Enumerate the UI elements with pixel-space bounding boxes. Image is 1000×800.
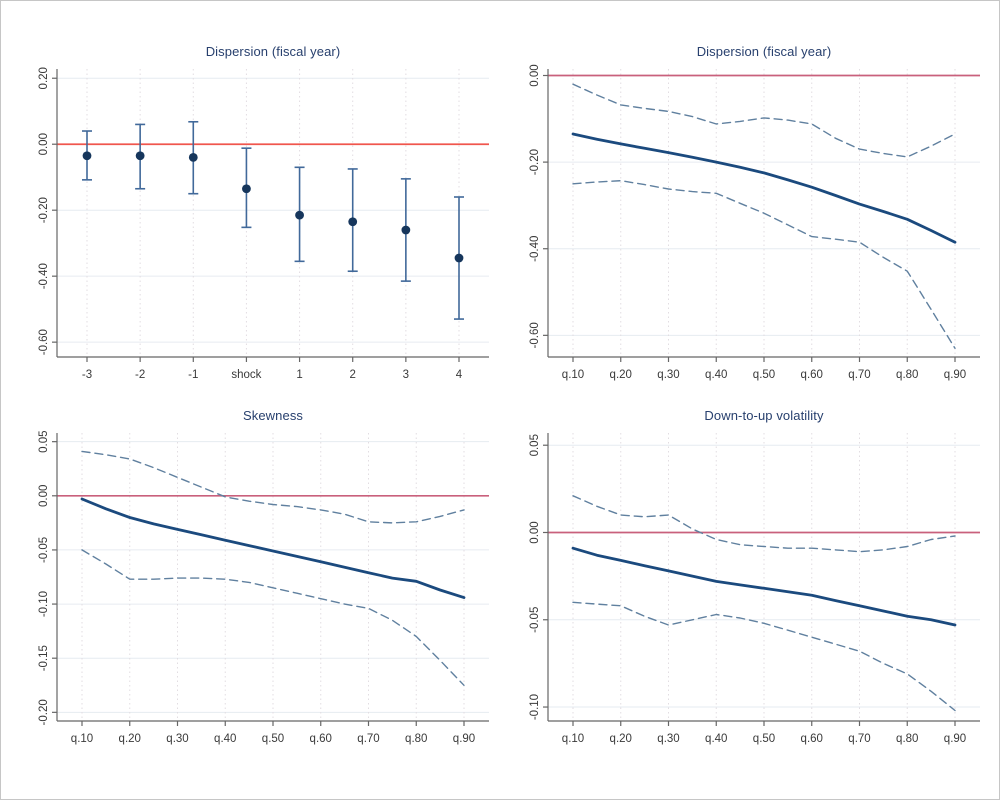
chart-dispersion-event-study: 0.20 0.00 -0.20 -0.40 -0.60 -3 -2 -1 shock 1 2 3 4 <box>38 67 489 381</box>
chart-title-dispersion-event-study: Dispersion (fiscal year) <box>205 44 341 59</box>
svg-text:q.20: q.20 <box>610 733 632 745</box>
svg-text:0.20: 0.20 <box>38 67 50 89</box>
panel-dispersion-quantile: 0.00 -0.20 -0.40 -0.60 q.10 q.20 q.30 q.40 q.50 q… <box>502 41 990 403</box>
svg-text:-0.10: -0.10 <box>529 694 541 720</box>
svg-text:q.50: q.50 <box>262 733 284 745</box>
chart-down-to-up-volatility: 0.05 0.00 -0.05 -0.10 q.10 q.20 q.30 q.40 q.50 q.… <box>529 433 980 745</box>
svg-text:0.00: 0.00 <box>529 521 541 543</box>
chart-title-dispersion-quantile: Dispersion (fiscal year) <box>696 44 832 59</box>
panel-skewness-quantile: 0.05 0.00 -0.05 -0.10 -0.15 -0.20 q.10 q.20 q.30… <box>11 405 499 767</box>
svg-text:-0.20: -0.20 <box>38 699 50 725</box>
svg-text:q.70: q.70 <box>357 733 379 745</box>
svg-text:-0.20: -0.20 <box>38 197 50 223</box>
svg-text:-0.60: -0.60 <box>529 322 541 348</box>
svg-text:q.30: q.30 <box>657 733 679 745</box>
chart-title-down-to-up-volatility: Down-to-up volatility <box>704 408 824 423</box>
svg-text:-3: -3 <box>82 369 92 381</box>
chart-dispersion-quantile: 0.00 -0.20 -0.40 -0.60 q.10 q.20 q.30 q.40 q.50 q… <box>529 64 980 381</box>
svg-text:q.10: q.10 <box>71 733 93 745</box>
svg-text:q.60: q.60 <box>801 733 823 745</box>
svg-text:0.00: 0.00 <box>529 64 541 86</box>
svg-text:q.80: q.80 <box>896 733 918 745</box>
panel-dispersion-event-study: 0.20 0.00 -0.20 -0.40 -0.60 -3 -2 -1 shock 1 2 3 4 D… <box>11 41 499 403</box>
svg-text:q.70: q.70 <box>848 733 870 745</box>
svg-text:q.40: q.40 <box>705 733 727 745</box>
svg-text:-0.60: -0.60 <box>38 329 50 355</box>
svg-text:-0.05: -0.05 <box>38 537 50 563</box>
svg-text:3: 3 <box>403 369 409 381</box>
svg-text:4: 4 <box>456 369 463 381</box>
svg-text:0.00: 0.00 <box>38 133 50 155</box>
svg-text:0.00: 0.00 <box>38 485 50 507</box>
svg-text:q.60: q.60 <box>310 733 332 745</box>
svg-text:q.20: q.20 <box>119 733 141 745</box>
svg-text:-0.40: -0.40 <box>38 263 50 289</box>
svg-text:-1: -1 <box>188 369 198 381</box>
panel-down-to-up-volatility: 0.05 0.00 -0.05 -0.10 q.10 q.20 q.30 q.40 q.50 q.… <box>502 405 990 767</box>
svg-text:q.20: q.20 <box>610 369 632 381</box>
svg-text:q.10: q.10 <box>562 733 584 745</box>
svg-text:-0.40: -0.40 <box>529 236 541 262</box>
svg-text:-0.05: -0.05 <box>529 607 541 633</box>
svg-text:shock: shock <box>231 369 261 381</box>
svg-text:-0.15: -0.15 <box>38 645 50 671</box>
svg-text:1: 1 <box>296 369 302 381</box>
svg-text:q.90: q.90 <box>944 369 966 381</box>
svg-text:q.60: q.60 <box>801 369 823 381</box>
svg-text:q.10: q.10 <box>562 369 584 381</box>
svg-text:-2: -2 <box>135 369 145 381</box>
svg-text:q.50: q.50 <box>753 369 775 381</box>
chart-title-skewness-quantile: Skewness <box>242 408 304 423</box>
svg-text:q.30: q.30 <box>657 369 679 381</box>
svg-text:q.50: q.50 <box>753 733 775 745</box>
svg-text:q.40: q.40 <box>705 369 727 381</box>
svg-text:0.05: 0.05 <box>529 434 541 456</box>
chart-skewness-quantile: 0.05 0.00 -0.05 -0.10 -0.15 -0.20 q.10 q.20 q.30… <box>38 430 489 745</box>
svg-text:q.30: q.30 <box>166 733 188 745</box>
svg-text:q.40: q.40 <box>214 733 236 745</box>
svg-text:0.05: 0.05 <box>38 430 50 452</box>
svg-text:q.80: q.80 <box>896 369 918 381</box>
svg-text:2: 2 <box>350 369 356 381</box>
svg-text:q.90: q.90 <box>453 733 475 745</box>
svg-text:q.80: q.80 <box>405 733 427 745</box>
svg-text:-0.20: -0.20 <box>529 149 541 175</box>
svg-text:q.70: q.70 <box>848 369 870 381</box>
svg-text:-0.10: -0.10 <box>38 591 50 617</box>
svg-text:q.90: q.90 <box>944 733 966 745</box>
